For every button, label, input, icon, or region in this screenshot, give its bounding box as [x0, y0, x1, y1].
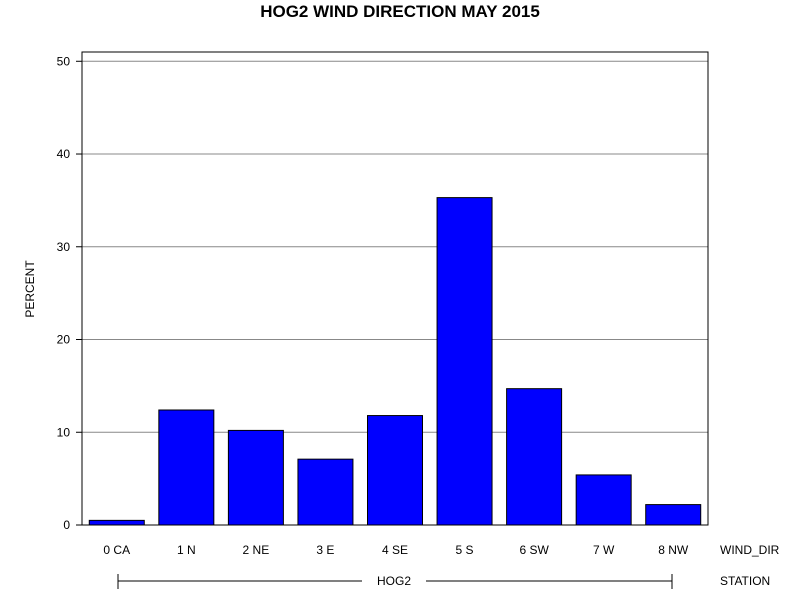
x-tick-label: 6 SW: [519, 543, 549, 557]
x-tick-label: 4 SE: [382, 543, 408, 557]
bar: [575, 474, 632, 526]
bar: [506, 388, 563, 526]
gridlines: [82, 60, 708, 433]
x-tick-label: 8 NW: [658, 543, 689, 557]
y-axis-label: PERCENT: [23, 260, 37, 318]
y-tick-label: 20: [57, 333, 71, 347]
bars: [88, 197, 702, 526]
x-axis-label: WIND_DIR: [720, 543, 780, 557]
bar: [158, 409, 215, 526]
bar: [436, 197, 493, 526]
y-tick-label: 50: [57, 54, 71, 68]
bar: [297, 458, 354, 526]
y-axis-ticks: 0 10 20 30 40 50: [57, 54, 82, 532]
y-tick-label: 30: [57, 240, 71, 254]
y-tick-label: 40: [57, 147, 71, 161]
plot-frame: [81, 51, 709, 526]
x-tick-label: 3 E: [316, 543, 334, 557]
y-tick-label: 0: [63, 518, 70, 532]
x-tick-label: 2 NE: [243, 543, 270, 557]
bar: [645, 504, 702, 526]
bar: [88, 519, 145, 526]
station-label: STATION: [720, 574, 770, 588]
station-name: HOG2: [377, 574, 411, 588]
x-axis-labels: 0 CA 1 N 2 NE 3 E 4 SE 5 S 6 SW 7 W 8 NW: [103, 543, 688, 557]
x-tick-label: 1 N: [177, 543, 196, 557]
chart-title: HOG2 WIND DIRECTION MAY 2015: [260, 2, 540, 21]
station-group-axis: HOG2: [117, 574, 673, 589]
bar: [227, 429, 284, 526]
y-tick-label: 10: [57, 425, 71, 439]
x-tick-label: 0 CA: [103, 543, 130, 557]
x-tick-label: 7 W: [593, 543, 615, 557]
bar: [367, 415, 423, 526]
x-tick-label: 5 S: [456, 543, 474, 557]
